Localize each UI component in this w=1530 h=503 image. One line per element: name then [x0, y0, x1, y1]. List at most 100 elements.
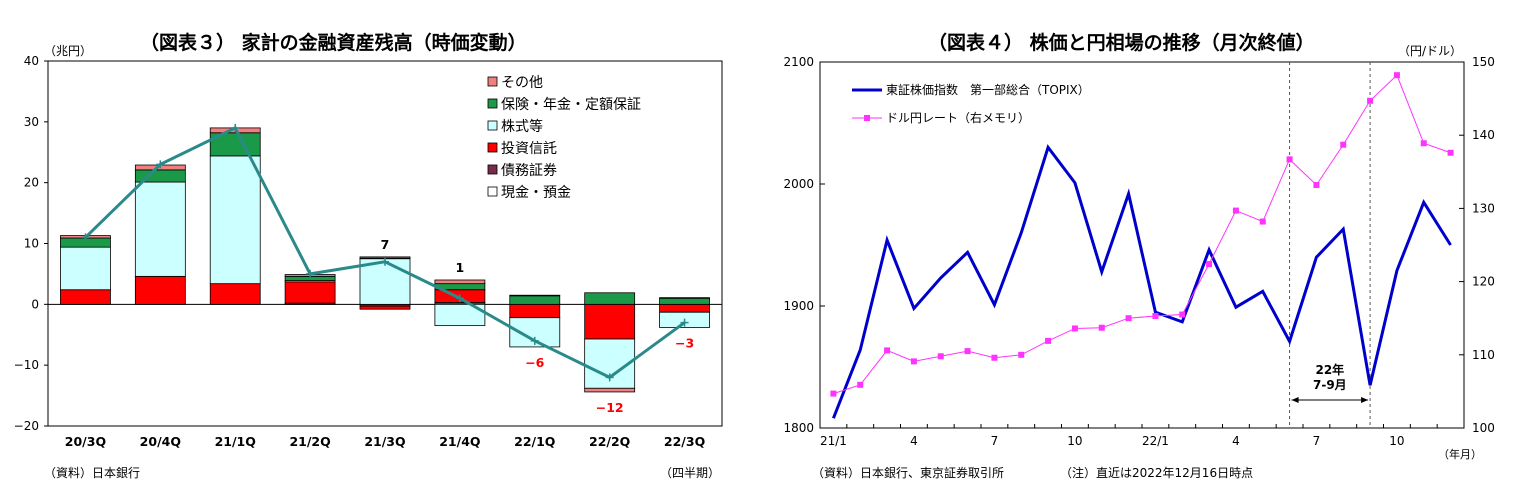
bar-segment-stocks: [60, 246, 111, 291]
right-left-y-tick-label: 2000: [783, 177, 814, 191]
total-point: [680, 318, 689, 327]
legend-swatch-bonds: [487, 164, 498, 175]
bar-segment-insurance: [659, 297, 710, 305]
right-chart-title: （図表４） 株価と円相場の推移（月次終値）: [928, 32, 1315, 54]
bar-segment-trusts: [284, 281, 336, 304]
usdjpy-point: [964, 348, 971, 355]
left-y-tick-label: 30: [24, 115, 39, 129]
left-x-tick-label: 21/3Q: [364, 434, 405, 449]
right-x-tick-label: 22/1: [1142, 434, 1169, 448]
usdjpy-point: [1286, 156, 1293, 163]
right-x-tick-label: 10: [1389, 434, 1404, 448]
right-right-y-tick-label: 110: [1472, 348, 1495, 362]
usdjpy-point: [884, 347, 891, 354]
bar-segment-stocks: [359, 258, 411, 305]
legend-swatch-insurance: [487, 98, 498, 109]
usdjpy-point: [830, 390, 837, 397]
topix-line: [832, 144, 1452, 419]
right-right-y-tick-label: 140: [1472, 128, 1495, 142]
usdjpy-point: [1232, 207, 1239, 214]
legend-label-trusts: 投資信託: [501, 141, 557, 157]
legend-label-cash: 現金・預金: [501, 185, 571, 201]
left-x-tick-label: 22/3Q: [664, 434, 705, 449]
total-point: [156, 160, 165, 169]
left-x-tick-label: 21/4Q: [439, 434, 480, 449]
total-data-label: −6: [525, 355, 544, 370]
legend-swatch-other: [487, 76, 498, 87]
usdjpy-point: [1447, 149, 1454, 156]
left-y-tick-label: 20: [24, 176, 39, 190]
left-x-note: （四半期）: [660, 466, 721, 480]
span-label-months: 7-9月: [1313, 378, 1347, 392]
total-point: [530, 336, 539, 345]
left-y-tick-label: −20: [14, 419, 39, 433]
left-y-tick-label: 40: [24, 54, 39, 68]
usdjpy-point: [1206, 261, 1213, 268]
left-y-tick-label: 0: [31, 297, 39, 311]
right-left-y-tick-label: 1800: [783, 421, 814, 435]
usdjpy-point: [1098, 324, 1105, 331]
total-point: [306, 269, 315, 278]
right-x-tick-label: 10: [1067, 434, 1082, 448]
usdjpy-point: [1152, 313, 1159, 320]
right-right-y-tick-label: 100: [1472, 421, 1495, 435]
right-x-tick-label: 7: [991, 434, 999, 448]
bar-segment-trusts: [509, 303, 561, 319]
total-data-label: −12: [596, 400, 624, 415]
legend-label-stocks: 株式等: [501, 118, 543, 135]
right-x-tick-label: 4: [1232, 434, 1240, 448]
legend-swatch-stocks: [487, 120, 498, 131]
usdjpy-point: [1071, 325, 1078, 332]
right-right-y-tick-label: 150: [1472, 55, 1495, 69]
usdjpy-point: [1259, 218, 1266, 225]
right-x-tick-label: 7: [1313, 434, 1321, 448]
legend-label-other: その他: [501, 75, 543, 91]
usdjpy-point: [1045, 337, 1052, 344]
left-x-tick-label: 22/1Q: [514, 434, 555, 449]
span-label-year: 22年: [1315, 362, 1344, 377]
right-x-unit: （年月）: [1438, 448, 1482, 461]
total-data-label: −3: [675, 335, 694, 350]
usdjpy-point: [1393, 72, 1400, 79]
left-y-tick-label: 10: [24, 237, 39, 251]
bar-segment-other: [659, 297, 710, 299]
left-y-tick-label: −10: [14, 358, 39, 372]
bar-segment-trusts: [659, 303, 710, 313]
legend-label-bonds: 債務証券: [501, 163, 557, 179]
span-arrow-head-right: [1361, 397, 1369, 403]
total-point: [605, 373, 614, 382]
left-x-tick-label: 20/3Q: [65, 434, 106, 449]
left-x-tick-label: 22/2Q: [589, 434, 630, 449]
bar-segment-trusts: [134, 275, 186, 305]
usdjpy-point: [1420, 140, 1427, 147]
legend-marker-usdjpy: [864, 115, 870, 121]
bar-segment-other: [584, 387, 636, 393]
total-data-label: 7: [381, 237, 390, 252]
legend-label-insurance: 保険・年金・定額保証: [501, 97, 641, 113]
right-y-unit: （円/ドル）: [1398, 44, 1463, 58]
bar-segment-stocks: [134, 181, 186, 277]
right-x-tick-label: 4: [910, 434, 918, 448]
legend-label-topix: 東証株価指数 第一部総合（TOPIX）: [886, 82, 1090, 97]
usdjpy-point: [991, 354, 998, 361]
total-point: [455, 294, 464, 303]
left-x-tick-label: 21/1Q: [215, 434, 256, 449]
bar-segment-trusts: [584, 303, 636, 340]
usdjpy-point: [910, 358, 917, 365]
left-y-unit: （兆円）: [44, 44, 93, 58]
total-point: [81, 233, 90, 242]
usdjpy-point: [1018, 351, 1025, 358]
total-point: [381, 257, 389, 266]
usdjpy-point: [1340, 141, 1347, 148]
bar-segment-trusts: [209, 283, 261, 305]
right-note: （注）直近は2022年12月16日時点: [1060, 466, 1254, 480]
usdjpy-point: [1125, 315, 1132, 322]
bar-segment-trusts: [60, 289, 111, 305]
usdjpy-point: [857, 381, 864, 388]
total-data-label: 1: [456, 260, 465, 275]
bar-segment-insurance: [584, 292, 636, 305]
bar-segment-stocks: [209, 155, 261, 285]
right-left-y-tick-label: 1900: [783, 299, 814, 313]
bar-segment-other: [509, 294, 561, 297]
